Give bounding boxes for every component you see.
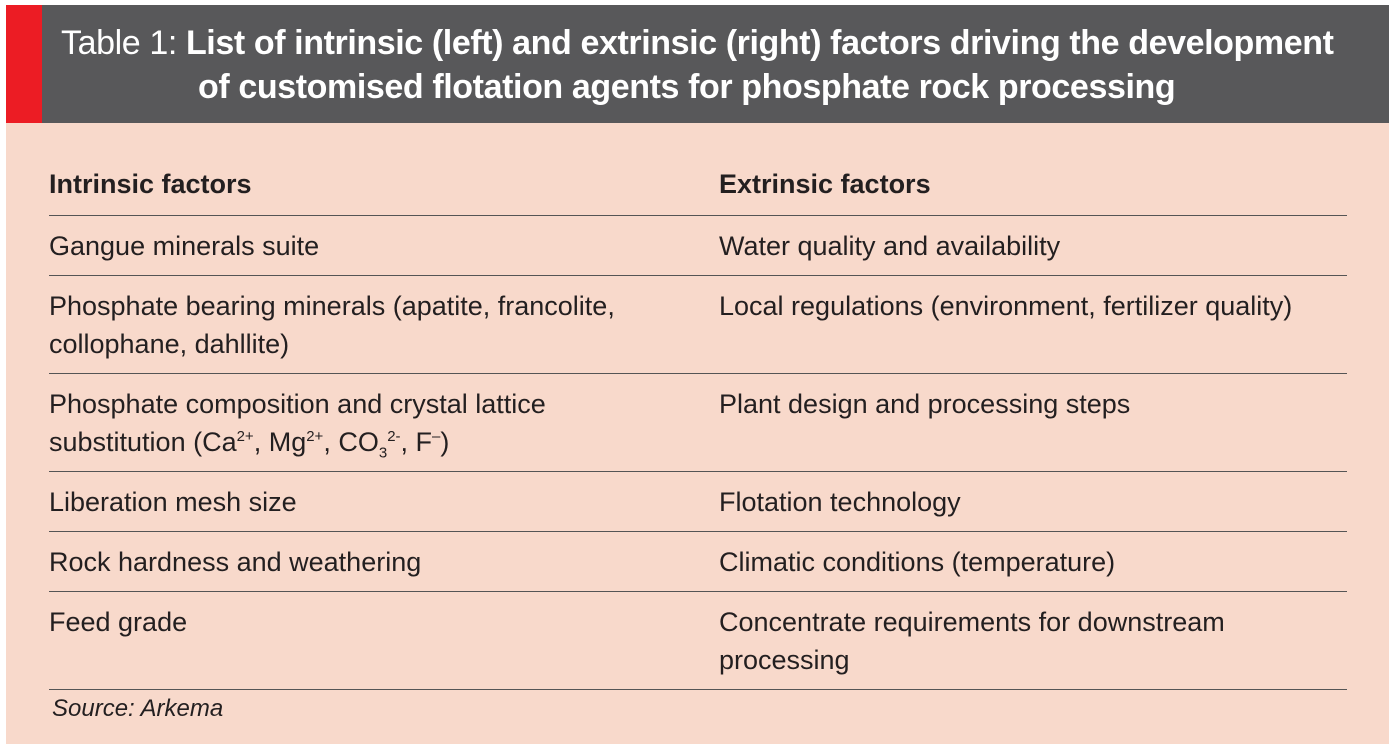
title-text-line1: List of intrinsic (left) and extrinsic (…	[185, 24, 1334, 62]
separator-mg: , Mg	[253, 427, 307, 457]
table-row: Liberation mesh size Flotation technolog…	[49, 472, 1347, 532]
extrinsic-cell: Local regulations (environment, fertiliz…	[719, 291, 1293, 321]
table-title: Table 1: List of intrinsic (left) and ex…	[61, 21, 1381, 109]
source-note: Source: Arkema	[52, 695, 224, 722]
separator-f: , F	[400, 427, 433, 457]
intrinsic-cell: Feed grade	[49, 607, 188, 637]
calcium-charge: 2+	[236, 428, 254, 445]
intrinsic-cell: Gangue minerals suite	[49, 231, 320, 261]
table-row: Phosphate bearing minerals (apatite, fra…	[49, 276, 1347, 374]
column-header-intrinsic: Intrinsic factors	[49, 169, 252, 199]
intrinsic-cell: Liberation mesh size	[49, 487, 297, 517]
table-header-row: Intrinsic factors Extrinsic factors	[49, 158, 1347, 216]
intrinsic-cell-prefix: substitution (Ca	[49, 427, 237, 457]
intrinsic-cell: Rock hardness and weathering	[49, 547, 422, 577]
extrinsic-cell: Flotation technology	[719, 487, 961, 517]
intrinsic-cell-suffix: )	[440, 427, 450, 457]
column-header-extrinsic: Extrinsic factors	[719, 169, 931, 199]
fluoride-charge: –	[432, 428, 441, 445]
intrinsic-cell: Phosphate bearing minerals (apatite, fra…	[49, 291, 615, 359]
table-row: Gangue minerals suite Water quality and …	[49, 216, 1347, 276]
title-text-line2: of customised flotation agents for phosp…	[198, 68, 1176, 106]
separator-co3: , CO	[323, 427, 379, 457]
intrinsic-cell: Phosphate composition and crystal lattic…	[49, 374, 719, 471]
factors-table: Intrinsic factors Extrinsic factors Gang…	[49, 158, 1347, 690]
extrinsic-cell: Climatic conditions (temperature)	[719, 547, 1116, 577]
table-row: Phosphate composition and crystal lattic…	[49, 374, 1347, 472]
carbonate-charge: 2-	[387, 428, 401, 445]
table-panel: Table 1: List of intrinsic (left) and ex…	[6, 5, 1389, 744]
table-row: Feed grade Concentrate requirements for …	[49, 592, 1347, 690]
carbonate-subscript: 3	[378, 444, 388, 462]
extrinsic-cell: Concentrate requirements for downstream …	[719, 607, 1225, 675]
extrinsic-cell: Water quality and availability	[719, 231, 1061, 261]
intrinsic-cell-line1: Phosphate composition and crystal lattic…	[49, 389, 546, 419]
table-row: Rock hardness and weathering Climatic co…	[49, 532, 1347, 592]
table-number: Table 1:	[61, 24, 177, 62]
extrinsic-cell: Plant design and processing steps	[719, 389, 1131, 419]
table-header-bar: Table 1: List of intrinsic (left) and ex…	[6, 5, 1389, 123]
magnesium-charge: 2+	[306, 428, 324, 445]
accent-bar	[6, 5, 42, 123]
